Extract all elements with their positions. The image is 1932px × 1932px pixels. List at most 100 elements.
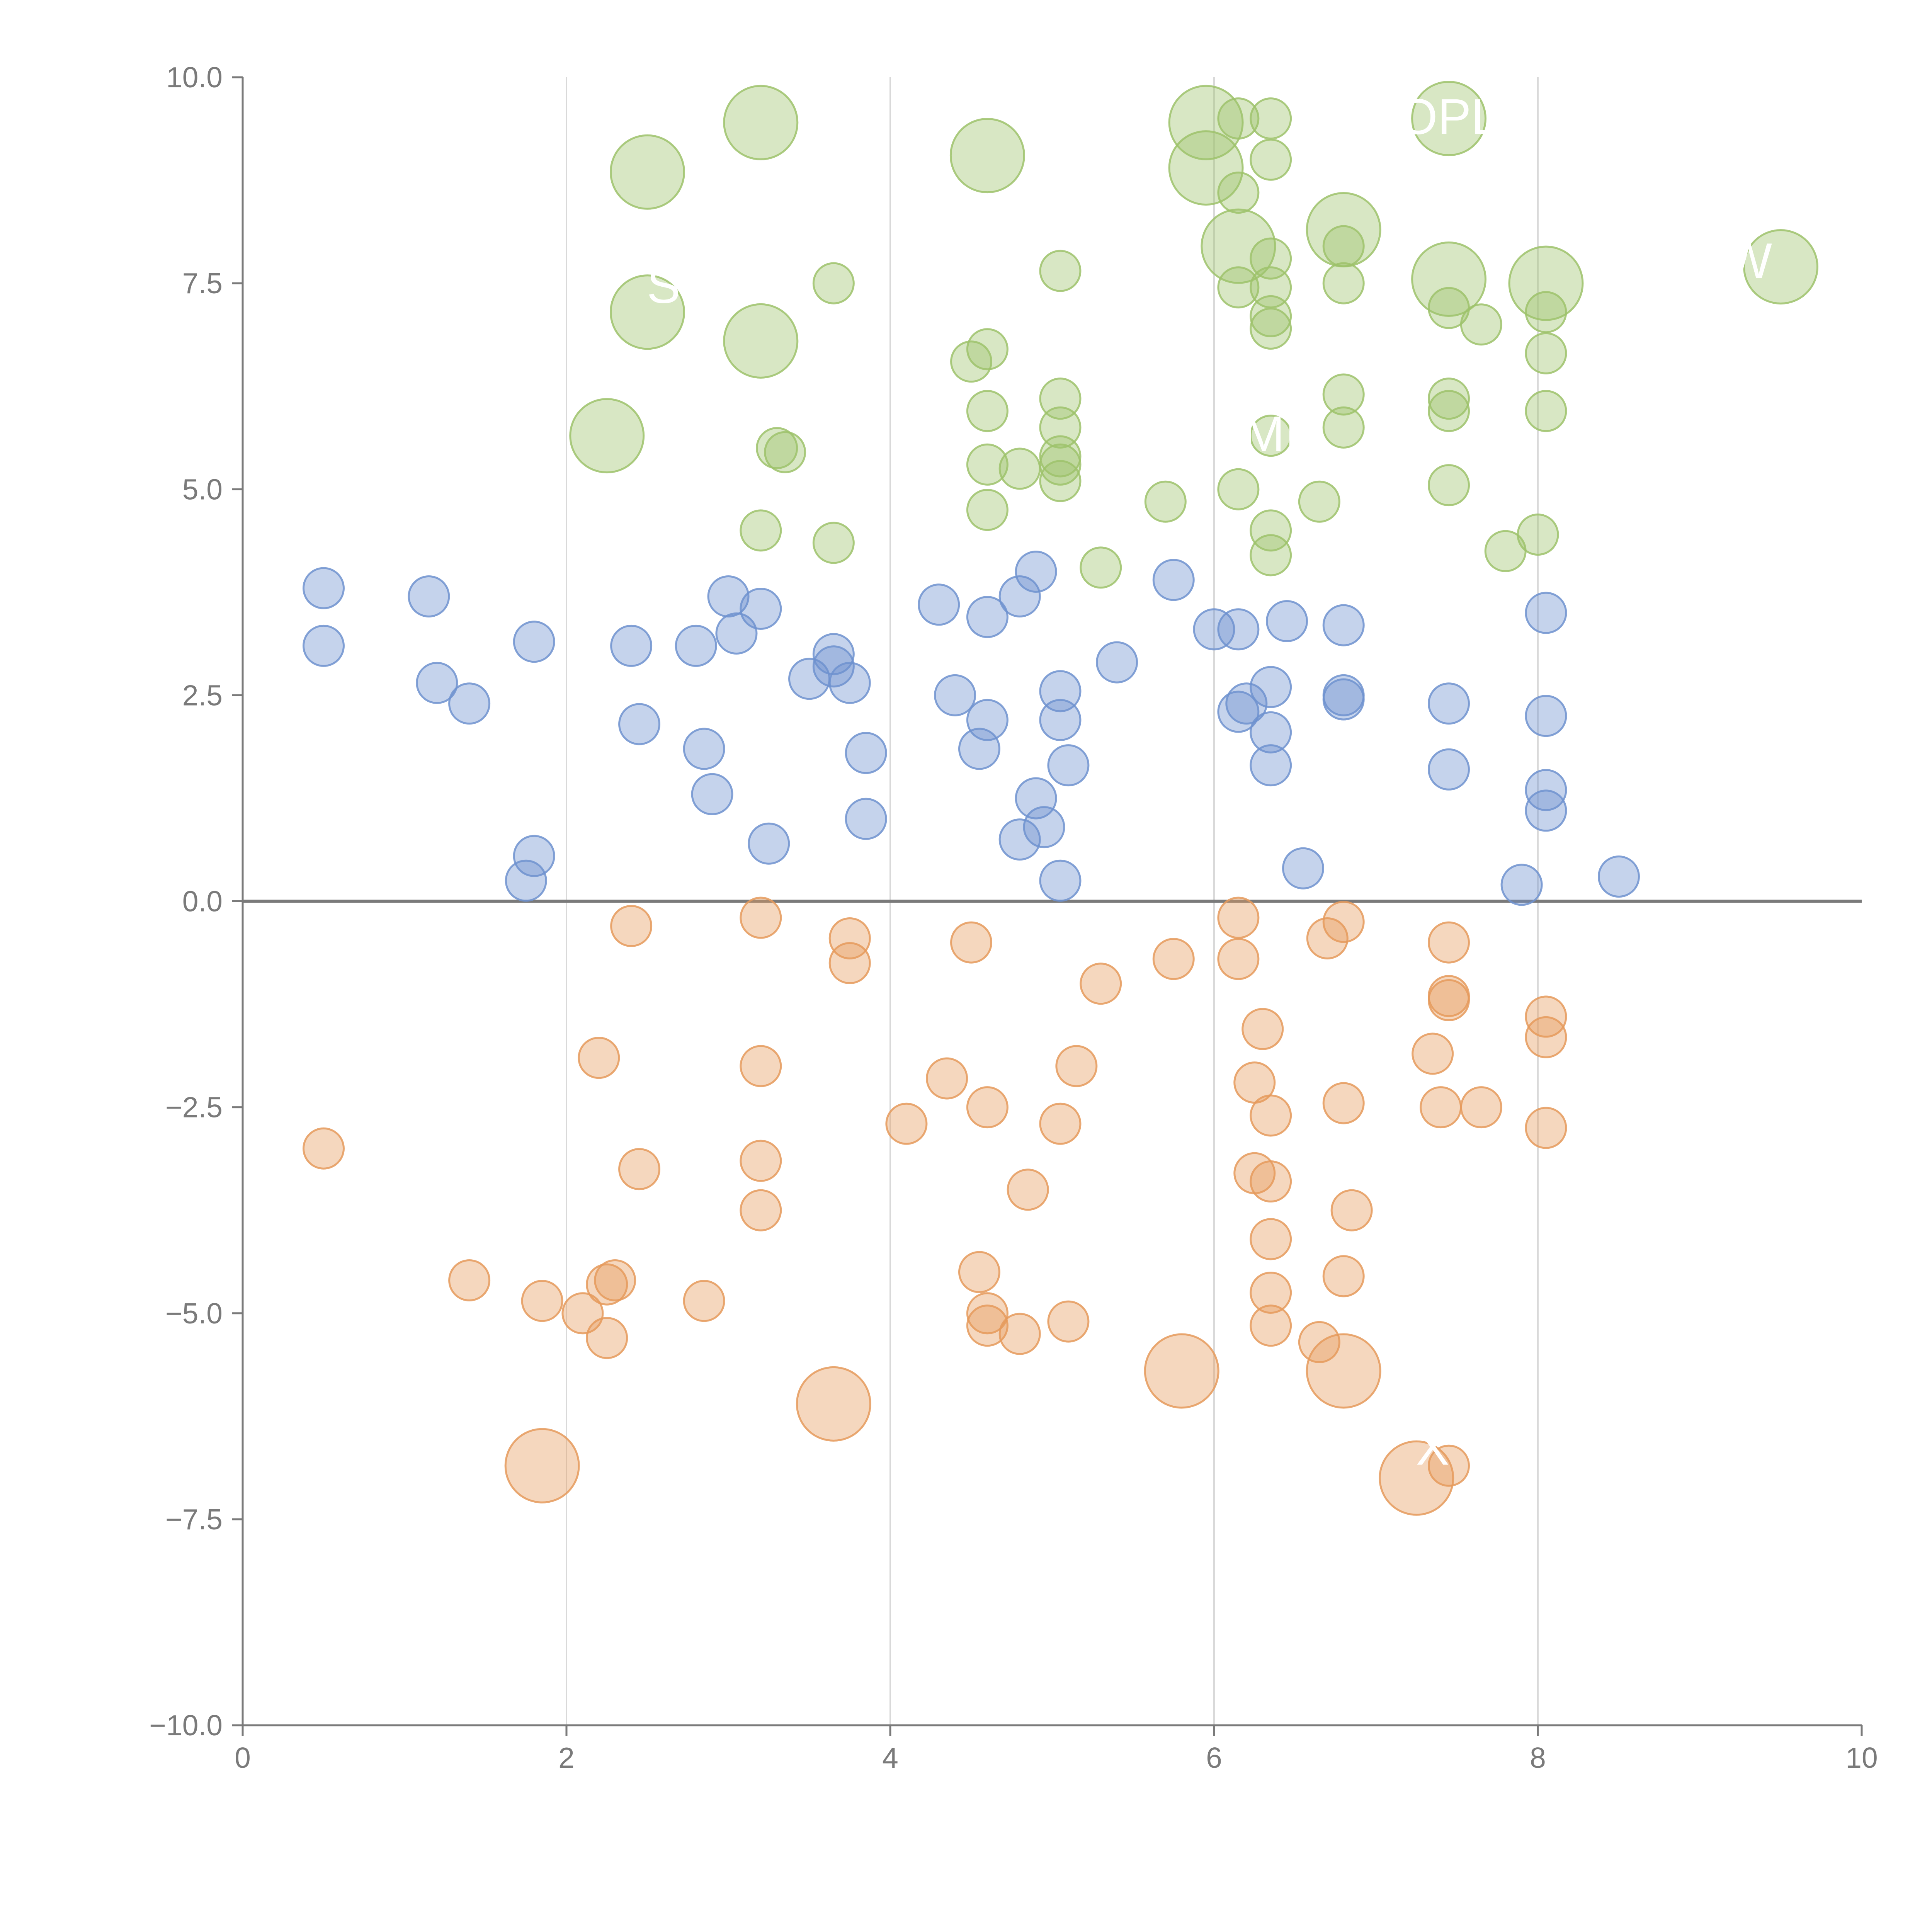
- data-point: [1322, 1082, 1365, 1124]
- data-point: [958, 1251, 1000, 1293]
- data-point: [966, 1292, 1009, 1335]
- data-point: [1379, 1440, 1454, 1516]
- data-point: [610, 624, 653, 667]
- data-point: [1306, 917, 1349, 959]
- data-point: [586, 1317, 628, 1359]
- data-point: [1298, 480, 1340, 523]
- data-point: [448, 1259, 491, 1301]
- data-point: [610, 134, 685, 210]
- data-point: [1322, 678, 1365, 721]
- data-point: [998, 818, 1041, 861]
- data-point: [1039, 250, 1082, 292]
- data-point: [1250, 711, 1292, 753]
- data-point: [504, 1428, 580, 1503]
- data-point: [1525, 291, 1567, 333]
- data-point: [1322, 262, 1365, 304]
- data-point: [949, 118, 1025, 194]
- data-point: [740, 509, 782, 552]
- x-tick-label: 2: [558, 1742, 575, 1774]
- data-point: [1039, 378, 1082, 420]
- data-point: [513, 835, 555, 877]
- data-point: [707, 575, 750, 617]
- data-point: [1250, 307, 1292, 350]
- data-point: [1250, 1271, 1292, 1314]
- data-point: [1330, 1189, 1373, 1231]
- y-tick-label: 2.5: [182, 679, 223, 711]
- data-point: [513, 621, 555, 663]
- data-point: [586, 1263, 628, 1306]
- data-point: [966, 328, 1009, 371]
- data-point: [1322, 604, 1365, 646]
- y-tick-label: 0.0: [182, 885, 223, 918]
- data-point: [1250, 138, 1292, 181]
- point-labels: OPL S MI W X: [647, 88, 1772, 1476]
- data-point: [521, 1280, 563, 1322]
- data-point: [578, 1037, 620, 1079]
- data-point: [740, 896, 782, 939]
- data-point: [828, 942, 871, 984]
- data-point: [1266, 600, 1308, 642]
- data-point: [1152, 559, 1195, 601]
- data-point: [1217, 468, 1260, 510]
- data-point: [966, 489, 1009, 531]
- point-label: S: [647, 257, 680, 314]
- data-point: [1598, 855, 1640, 898]
- data-point: [1460, 303, 1502, 346]
- data-point: [950, 921, 992, 964]
- data-point: [683, 728, 725, 770]
- data-point: [1250, 237, 1292, 280]
- data-point: [764, 431, 806, 473]
- data-point: [1412, 1032, 1454, 1075]
- data-point: [675, 624, 717, 667]
- data-point: [1039, 1102, 1082, 1145]
- data-point: [723, 85, 799, 160]
- data-point: [1193, 608, 1235, 651]
- data-point: [1322, 373, 1365, 416]
- data-point: [610, 905, 653, 947]
- data-point: [1039, 406, 1082, 449]
- data-point: [1428, 390, 1470, 432]
- point-label: OPL: [1398, 88, 1499, 145]
- data-point: [845, 798, 887, 840]
- data-point: [1217, 266, 1260, 309]
- x-tick-label: 0: [235, 1742, 251, 1774]
- data-point: [998, 447, 1041, 490]
- data-point: [1428, 682, 1470, 725]
- data-point: [303, 567, 345, 609]
- data-point: [1420, 1086, 1462, 1129]
- data-point: [998, 575, 1041, 617]
- x-tick-label: 10: [1845, 1742, 1878, 1774]
- data-point: [408, 575, 450, 617]
- y-tick-label: −10.0: [149, 1709, 223, 1742]
- y-tick-label: 5.0: [182, 473, 223, 505]
- data-point: [918, 583, 960, 626]
- data-point: [1525, 789, 1567, 832]
- data-point: [828, 917, 871, 959]
- data-point: [1023, 806, 1065, 849]
- data-point: [1322, 901, 1365, 943]
- data-point: [998, 1313, 1041, 1355]
- data-point: [1250, 666, 1292, 708]
- data-point: [1250, 534, 1292, 577]
- data-point: [740, 587, 782, 630]
- data-point: [683, 1280, 725, 1322]
- data-point: [1039, 699, 1082, 741]
- y-tick-label: −7.5: [165, 1503, 223, 1536]
- data-point: [618, 703, 661, 745]
- data-point: [1500, 864, 1543, 906]
- data-point: [1217, 896, 1260, 939]
- data-point: [1250, 266, 1292, 309]
- data-point: [1460, 1086, 1502, 1129]
- data-point: [966, 1304, 1009, 1347]
- data-point: [1250, 1218, 1292, 1260]
- point-label: W: [1725, 233, 1772, 289]
- data-point: [1201, 208, 1276, 284]
- data-point: [505, 859, 547, 902]
- data-point: [1428, 1444, 1470, 1487]
- data-point: [1250, 744, 1292, 787]
- data-point: [812, 262, 855, 304]
- data-point: [796, 1366, 871, 1442]
- data-point: [1250, 1304, 1292, 1347]
- data-point: [1250, 509, 1292, 552]
